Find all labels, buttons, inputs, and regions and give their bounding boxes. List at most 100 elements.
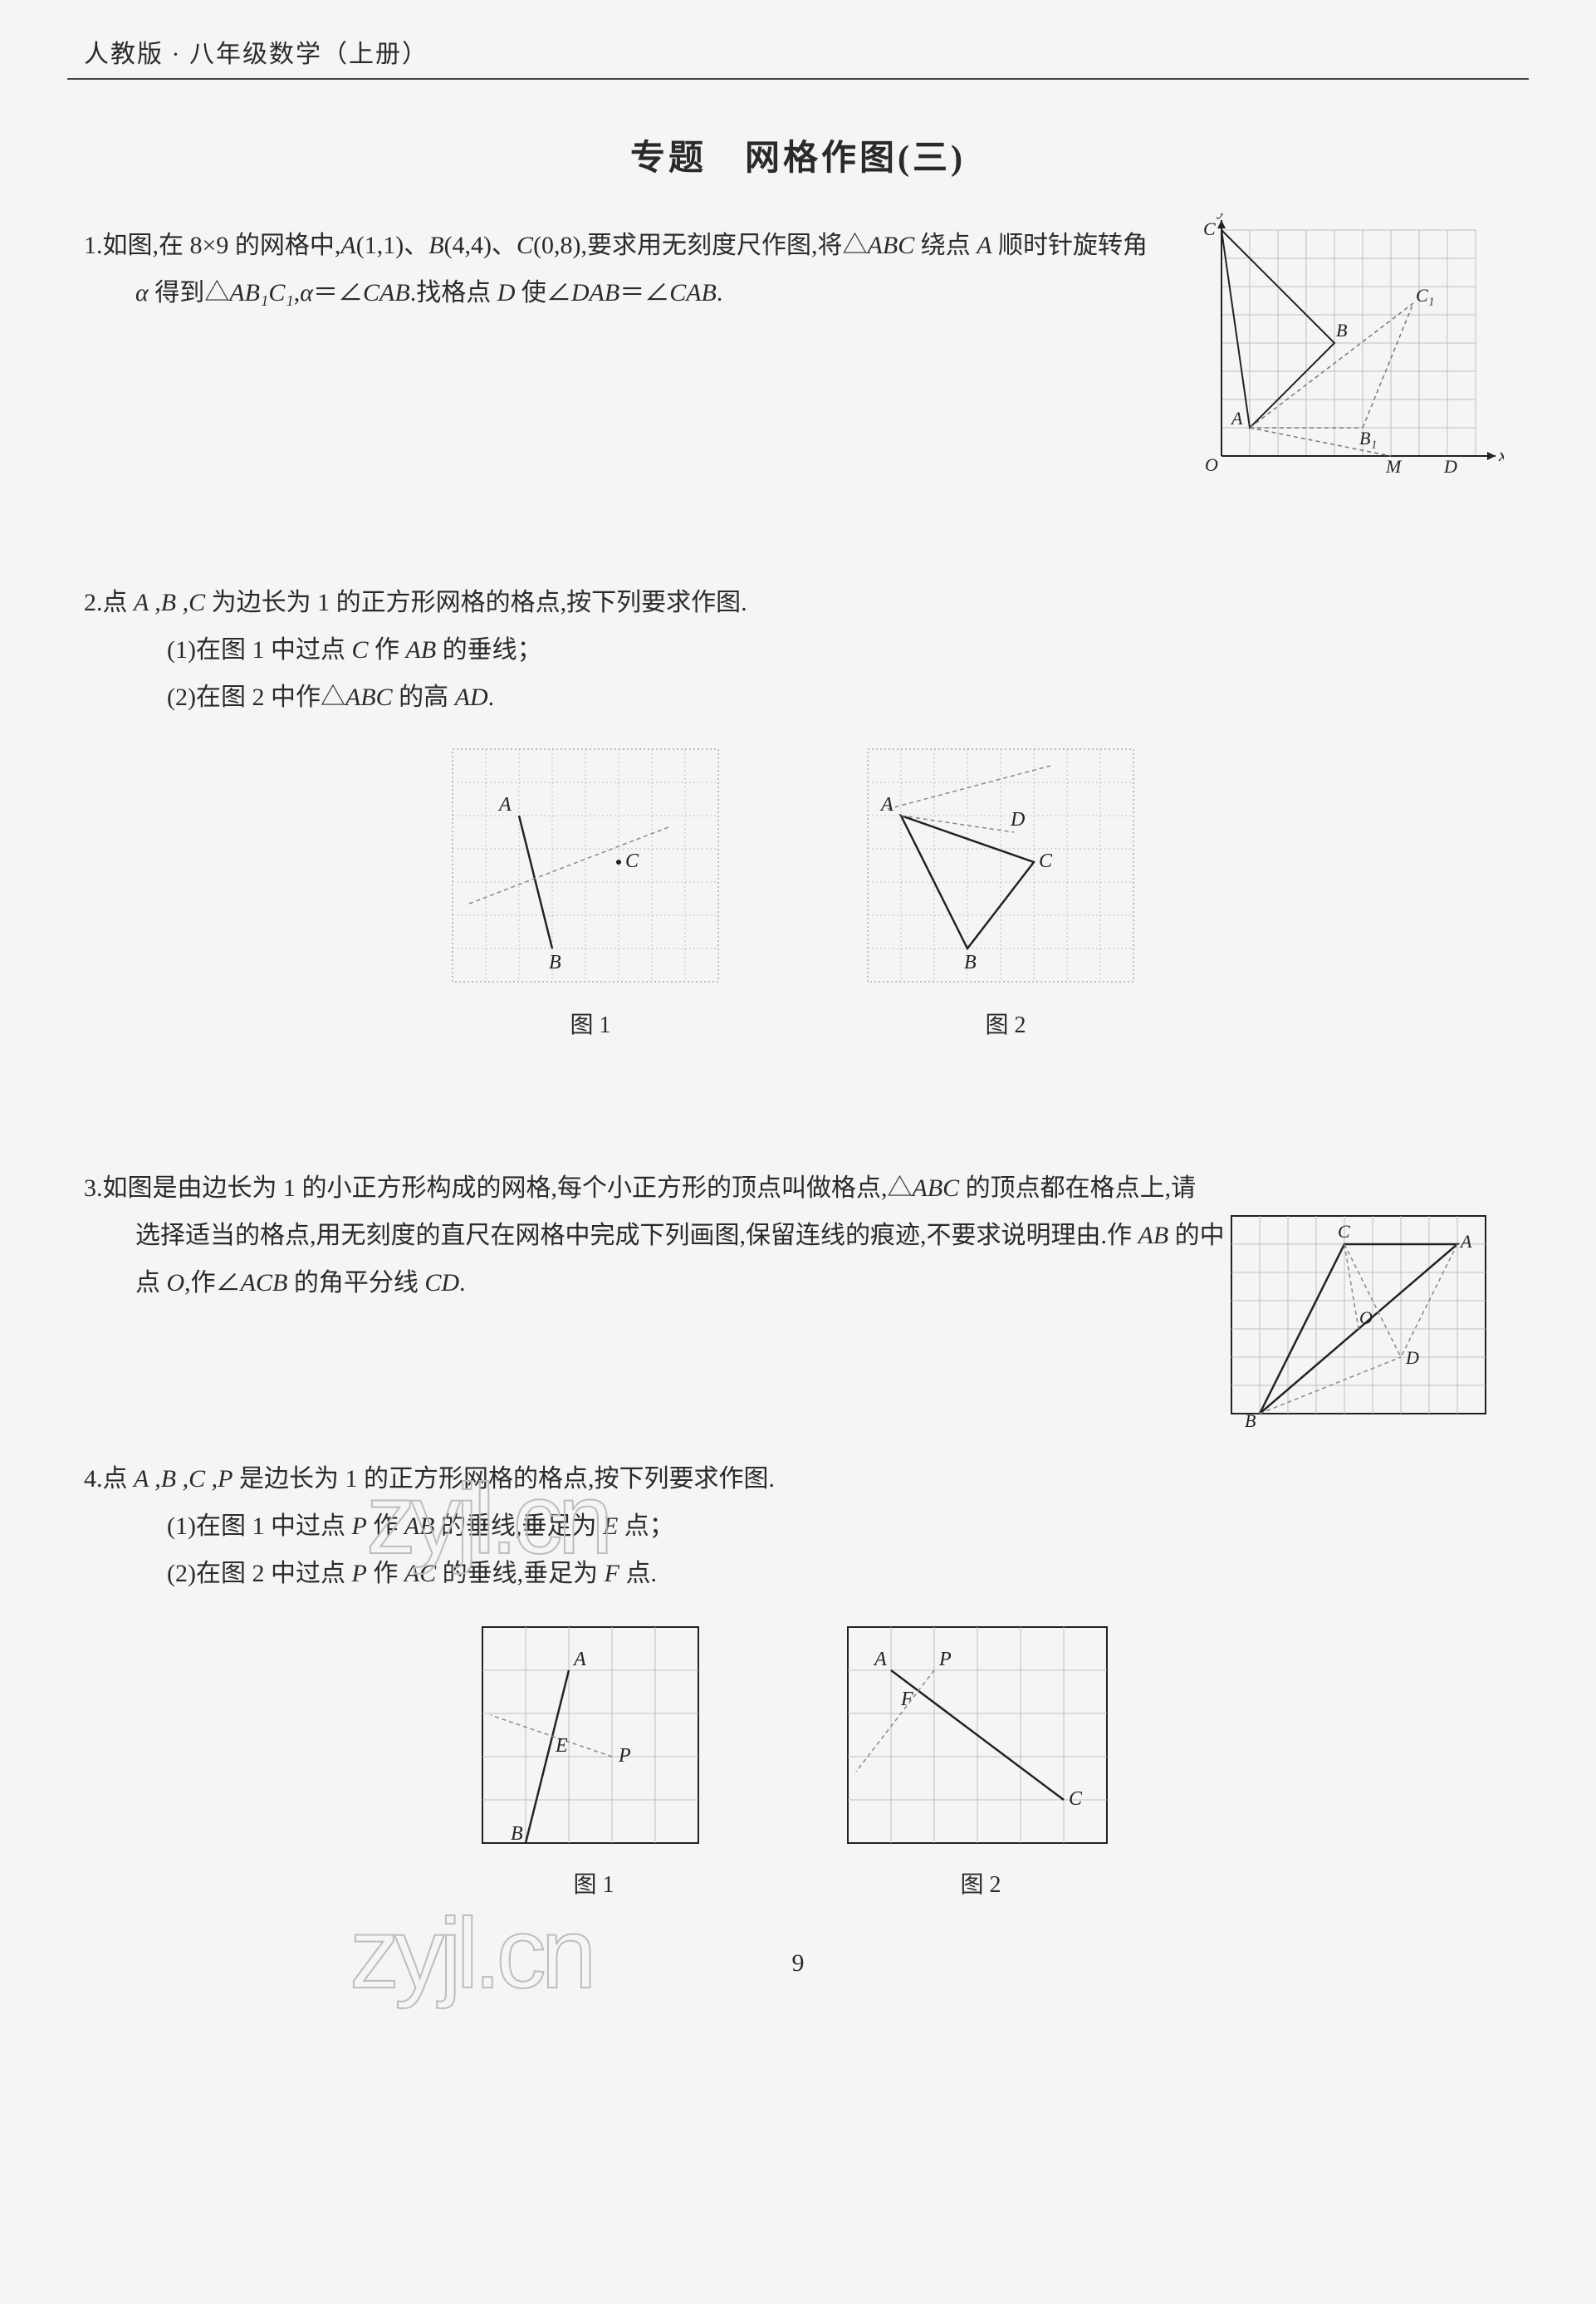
- p3-l3b: ,作∠: [184, 1269, 241, 1297]
- p2-fig2-col: A B CD 图 2: [864, 746, 1147, 1040]
- p1-l2d: ＝∠: [619, 279, 669, 306]
- p4-tb: 是边长为 1 的正方形网格的格点,按下列要求作图.: [233, 1465, 775, 1493]
- p4-fig1-cap: 图 1: [573, 1866, 614, 1900]
- svg-text:B: B: [549, 952, 561, 973]
- p2-num: 2.: [84, 589, 103, 616]
- p4-fig1-col: A B P E 图 1: [477, 1622, 710, 1900]
- page-container: 人教版 · 八年级数学（上册） 专题 网格作图(三) 1.如图,在 8×9 的网…: [67, 0, 1529, 2044]
- p1-D: D: [497, 279, 516, 306]
- p4-fig2-col: A C P F 图 2: [843, 1622, 1119, 1900]
- p2-sub2: (2)在图 2 中作△ABC 的高 AD.: [84, 674, 1512, 721]
- p3-CD: CD: [424, 1269, 459, 1297]
- svg-text:y: y: [1217, 213, 1226, 219]
- p1-tb: (1,1)、: [356, 232, 428, 259]
- svg-text:A: A: [873, 1649, 887, 1670]
- p4-t: 点: [103, 1465, 135, 1493]
- p2-ABC: A ,B ,C: [134, 589, 205, 616]
- problem-3: 3.如图是由边长为 1 的小正方形构成的网格,每个小正方形的顶点叫做格点,△AB…: [67, 1164, 1529, 1447]
- p1-tf: 顺时针旋转角: [992, 232, 1148, 259]
- problem-2: 2.点 A ,B ,C 为边长为 1 的正方形网格的格点,按下列要求作图. (1…: [67, 579, 1529, 721]
- p1-diagram-wrap: O C A B C₁ B₁ M D y x: [1188, 213, 1504, 496]
- svg-text:F: F: [900, 1689, 913, 1710]
- svg-text:D: D: [1010, 809, 1025, 831]
- p1-alpha: α: [135, 279, 149, 306]
- svg-text:C: C: [1203, 218, 1216, 239]
- svg-text:M: M: [1385, 456, 1403, 477]
- svg-text:A: A: [1459, 1231, 1472, 1252]
- svg-text:O: O: [1359, 1307, 1373, 1328]
- p1-A2: A: [977, 232, 991, 259]
- p1-eq: ＝∠: [313, 279, 363, 306]
- p1-DAB: DAB: [571, 279, 619, 306]
- p2-sub1: (1)在图 1 中过点 C 作 AB 的垂线；: [84, 626, 1512, 674]
- p3-diagram-wrap: C A B O D: [1230, 1214, 1504, 1430]
- p2-figs: ABC 图 1 ABCD 图 2: [67, 746, 1529, 1040]
- p4-fig1: A B P E: [477, 1622, 710, 1855]
- svg-text:E: E: [555, 1735, 568, 1757]
- p4-sub1: (1)在图 1 中过点 P 作 AB 的垂线,垂足为 E 点；: [84, 1503, 1512, 1550]
- p3-l3d: .: [459, 1269, 466, 1297]
- svg-text:x: x: [1498, 444, 1504, 465]
- svg-text:C: C: [625, 851, 639, 872]
- header-bar: 人教版 · 八年级数学（上册）: [67, 33, 1529, 80]
- p3-l3c: 的角平分线: [287, 1269, 424, 1297]
- p3-num: 3.: [84, 1174, 103, 1202]
- svg-text:A: A: [879, 794, 893, 816]
- p3-l3a: 点: [135, 1269, 167, 1297]
- p1-l2e: .: [717, 279, 723, 306]
- p3-AB: AB: [1138, 1222, 1169, 1249]
- p1-diagram: O C A B C₁ B₁ M D y x: [1188, 213, 1504, 496]
- p1-l2a: 得到△: [149, 279, 230, 306]
- p3-diagram: C A B O D: [1230, 1214, 1504, 1430]
- p2-fig2: A B CD: [864, 746, 1147, 995]
- p4-fig2: A C P F: [843, 1622, 1119, 1855]
- svg-text:D: D: [1443, 456, 1457, 477]
- p1-AB1C1: AB₁C₁: [229, 279, 294, 306]
- p4-fig2-cap: 图 2: [960, 1866, 1001, 1900]
- svg-text:B: B: [511, 1823, 523, 1845]
- p1-alpha2: α: [300, 279, 313, 306]
- p4-ABCP: A ,B ,C ,P: [134, 1465, 233, 1493]
- problem-4: 4.点 A ,B ,C ,P 是边长为 1 的正方形网格的格点,按下列要求作图.…: [67, 1455, 1529, 1597]
- spacer: [67, 1048, 1529, 1164]
- p1-CAB2: CAB: [669, 279, 717, 306]
- svg-text:B: B: [1245, 1410, 1256, 1430]
- p1-A: A: [340, 232, 355, 259]
- p2-tb: 为边长为 1 的正方形网格的格点,按下列要求作图.: [205, 589, 747, 616]
- p3-ABC: ABC: [913, 1174, 960, 1202]
- svg-text:P: P: [618, 1745, 631, 1767]
- p1-te: 绕点: [914, 232, 977, 259]
- p1-B: B: [428, 232, 443, 259]
- p2-fig1-col: A B C 图 1: [449, 746, 732, 1040]
- svg-text:C: C: [1069, 1788, 1083, 1810]
- svg-text:B₁: B₁: [1359, 428, 1377, 449]
- svg-text:B: B: [964, 952, 977, 973]
- svg-text:A: A: [497, 794, 512, 816]
- page-number: 9: [67, 1949, 1529, 1978]
- p4-num: 4.: [84, 1465, 103, 1493]
- p3-ACB: ACB: [241, 1269, 288, 1297]
- svg-text:C: C: [1338, 1221, 1350, 1242]
- page-title: 专题 网格作图(三): [67, 130, 1529, 180]
- p2-fig1-cap: 图 1: [570, 1007, 610, 1040]
- svg-text:B: B: [1336, 320, 1347, 341]
- svg-text:O: O: [1205, 454, 1218, 475]
- p4-sub2: (2)在图 2 中过点 P 作 AC 的垂线,垂足为 F 点.: [84, 1550, 1512, 1597]
- p2-fig1: A B C: [449, 746, 732, 995]
- p1-tc: (4,4)、: [444, 232, 516, 259]
- p3-l2b: 的中: [1168, 1222, 1225, 1249]
- p1-td: (0,8),要求用无刻度尺作图,将△: [533, 232, 867, 259]
- svg-text:P: P: [938, 1649, 952, 1670]
- svg-text:A: A: [572, 1649, 586, 1670]
- p1-l2c: 使∠: [515, 279, 571, 306]
- p1-C: C: [516, 232, 533, 259]
- svg-text:C: C: [1039, 851, 1053, 872]
- p2-t: 点: [103, 589, 135, 616]
- p1-CAB: CAB: [363, 279, 410, 306]
- p4-figs: A B P E 图 1 A C P F 图 2: [67, 1622, 1529, 1900]
- svg-text:D: D: [1405, 1347, 1419, 1368]
- p3-ta: 如图是由边长为 1 的小正方形构成的网格,每个小正方形的顶点叫做格点,△: [103, 1174, 913, 1202]
- p1-l2b: .找格点: [410, 279, 497, 306]
- p1-num: 1.: [84, 232, 103, 259]
- p2-fig2-cap: 图 2: [985, 1007, 1026, 1040]
